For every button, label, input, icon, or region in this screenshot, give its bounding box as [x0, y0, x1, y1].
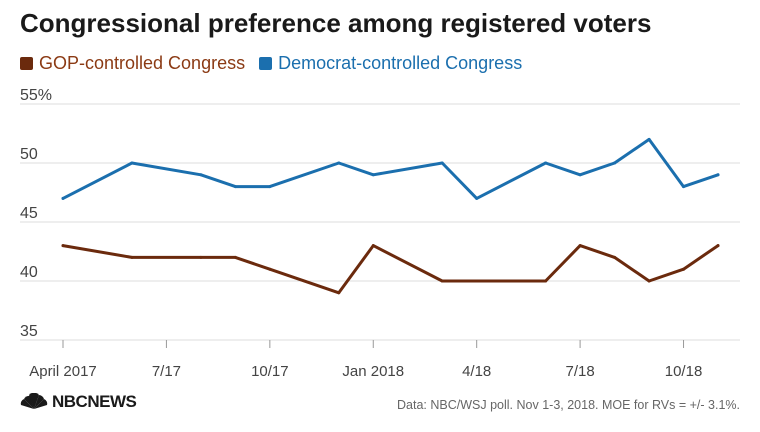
data-point-gop: [682, 267, 686, 271]
data-point-dem: [544, 161, 548, 165]
legend-label-gop: GOP-controlled Congress: [39, 52, 246, 73]
x-tick-label: 10/18: [665, 363, 703, 380]
legend-swatch-dem: [259, 56, 273, 70]
y-tick-label: 45: [20, 205, 38, 222]
data-point-gop: [337, 291, 341, 295]
data-point-gop: [268, 267, 272, 271]
chart-title: Congressional preference among registere…: [20, 8, 652, 38]
data-point-dem: [647, 137, 651, 141]
data-point-gop: [544, 279, 548, 283]
data-point-dem: [337, 161, 341, 165]
nbc-news-logo: NBCNEWS: [20, 392, 137, 412]
y-tick-label: 50: [20, 146, 38, 163]
data-point-gop: [647, 279, 651, 283]
data-point-dem: [130, 161, 134, 165]
data-point-dem: [716, 173, 720, 177]
y-tick-label: 40: [20, 264, 38, 281]
series-line-dem: [61, 137, 720, 200]
data-point-gop: [578, 244, 582, 248]
source-note: Data: NBC/WSJ poll. Nov 1-3, 2018. MOE f…: [397, 398, 740, 412]
data-point-gop: [61, 244, 65, 248]
x-tick-label: 7/18: [566, 363, 595, 380]
logo-text: NBCNEWS: [52, 392, 137, 411]
data-point-gop: [440, 279, 444, 283]
y-tick-label: 55%: [20, 87, 52, 104]
data-point-dem: [268, 185, 272, 189]
data-point-gop: [716, 244, 720, 248]
data-point-dem: [199, 173, 203, 177]
series-line-gop: [61, 244, 720, 295]
legend: GOP-controlled Congress Democrat-control…: [20, 52, 536, 74]
data-point-gop: [475, 279, 479, 283]
x-tick-label: Jan 2018: [342, 363, 404, 380]
x-tick-label: 10/17: [251, 363, 289, 380]
data-point-dem: [61, 196, 65, 200]
data-point-dem: [233, 185, 237, 189]
data-point-dem: [613, 161, 617, 165]
legend-item-gop: GOP-controlled Congress: [20, 53, 245, 74]
peacock-icon: [20, 393, 48, 409]
data-point-dem: [371, 173, 375, 177]
x-tick-label: 7/17: [152, 363, 181, 380]
x-tick-label: 4/18: [462, 363, 491, 380]
legend-swatch-gop: [20, 56, 33, 70]
y-tick-label: 35: [20, 323, 38, 340]
data-point-gop: [613, 255, 617, 259]
data-point-gop: [199, 255, 203, 259]
x-tick-label: April 2017: [29, 363, 97, 380]
data-point-dem: [475, 196, 479, 200]
data-point-gop: [371, 244, 375, 248]
data-point-gop: [233, 255, 237, 259]
legend-item-dem: Democrat-controlled Congress: [259, 53, 522, 74]
data-point-gop: [130, 255, 134, 259]
data-point-dem: [682, 185, 686, 189]
data-point-dem: [578, 173, 582, 177]
legend-label-dem: Democrat-controlled Congress: [278, 52, 523, 73]
data-point-dem: [440, 161, 444, 165]
